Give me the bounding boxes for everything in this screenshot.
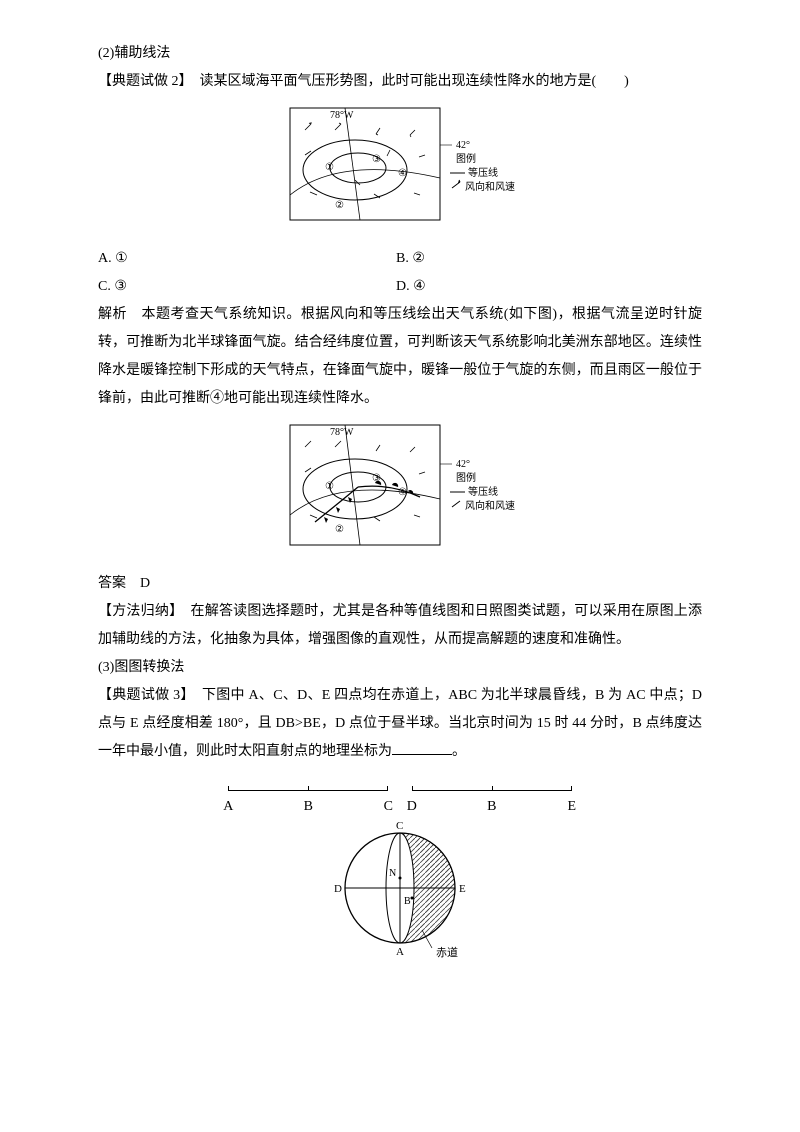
globe-d: D (334, 883, 342, 895)
fig2-pt4: ④ (398, 487, 407, 498)
analysis-para: 解析 本题考查天气系统知识。根据风向和等压线绘出天气系统(如下图)，根据气流呈逆… (98, 301, 702, 413)
blank-suffix: 。 (452, 744, 466, 759)
answer-text: D (126, 576, 150, 591)
fig2-leg-title: 图例 (456, 471, 476, 484)
example-2-label: 【典题试做 2】 (98, 74, 186, 89)
fig1-lat: 42° (456, 140, 470, 151)
example-2-prompt: 【典题试做 2】 读某区域海平面气压形势图，此时可能出现连续性降水的地方是( ) (98, 68, 702, 96)
seg2-e: E (567, 793, 576, 821)
globe-a: A (396, 946, 404, 958)
option-c: C. ③ (98, 273, 396, 301)
fig2-leg-iso: 等压线 (468, 485, 498, 498)
method-label: 【方法归纳】 (98, 604, 176, 619)
example-2-text: 读某区域海平面气压形势图，此时可能出现连续性降水的地方是( ) (186, 74, 629, 89)
fig1-pt1: ① (325, 162, 334, 173)
blank-fill (392, 741, 452, 755)
fig1-pt4: ④ (398, 168, 407, 179)
seg1-c: C (384, 793, 393, 821)
seg1-b: B (304, 793, 313, 821)
analysis-label: 解析 (98, 307, 127, 322)
globe-n: N (389, 868, 396, 879)
fig1-pt2: ② (335, 200, 344, 211)
section-heading-2: (2)辅助线法 (98, 40, 702, 68)
option-b: B. ② (396, 245, 702, 273)
seg2-d: D (407, 793, 417, 821)
fig2-pt1: ① (325, 481, 334, 492)
option-d: D. ④ (396, 273, 702, 301)
figure-2: 78°W ① ③ ④ ② 42° 图例 (280, 417, 520, 555)
method-text: 在解答读图选择题时，尤其是各种等值线图和日照图类试题，可以采用在原图上添加辅助线… (98, 604, 702, 647)
figure-1: 78°W ① ③ ④ ② 42° 图例 等压线 风向和风速 (280, 100, 520, 230)
fig2-lon: 78°W (330, 427, 354, 438)
section-heading-3: (3)图图转换法 (98, 654, 702, 682)
fig1-pt3: ③ (372, 154, 381, 165)
analysis-text: 本题考查天气系统知识。根据风向和等压线绘出天气系统(如下图)，根据气流呈逆时针旋… (98, 307, 702, 406)
fig1-lon: 78°W (330, 110, 354, 121)
answer-para: 答案 D (98, 570, 702, 598)
globe-b: B (404, 896, 411, 907)
globe-e: E (459, 883, 466, 895)
option-a: A. ① (98, 245, 396, 273)
equator-label: 赤道 (436, 945, 458, 959)
options-row-1: A. ① B. ② (98, 245, 702, 273)
fig2-leg-wind: 风向和风速 (465, 499, 515, 512)
fig1-leg-iso: 等压线 (468, 166, 498, 179)
segment-diagram: A B C D B E (98, 774, 702, 802)
fig1-leg-title: 图例 (456, 152, 476, 165)
example-3-prompt: 【典题试做 3】 下图中 A、C、D、E 四点均在赤道上，ABC 为北半球晨昏线… (98, 682, 702, 766)
figure-3-wrap: C D E A N B 赤道 (98, 818, 702, 979)
figure-1-wrap: 78°W ① ③ ④ ② 42° 图例 等压线 风向和风速 (98, 100, 702, 241)
figure-3-globe: C D E A N B 赤道 (310, 818, 490, 968)
example-3-label: 【典题试做 3】 (98, 688, 188, 703)
seg1-a: A (223, 793, 233, 821)
globe-c: C (396, 820, 403, 832)
seg2-b: B (487, 793, 496, 821)
options-row-2: C. ③ D. ④ (98, 273, 702, 301)
segment-2: D B E (412, 790, 572, 791)
fig2-pt3: ③ (372, 473, 381, 484)
segment-1: A B C (228, 790, 388, 791)
fig2-pt2: ② (335, 524, 344, 535)
method-para: 【方法归纳】 在解答读图选择题时，尤其是各种等值线图和日照图类试题，可以采用在原… (98, 598, 702, 654)
fig1-leg-wind: 风向和风速 (465, 180, 515, 193)
answer-label: 答案 (98, 576, 126, 591)
fig2-lat: 42° (456, 459, 470, 470)
figure-2-wrap: 78°W ① ③ ④ ② 42° 图例 (98, 417, 702, 566)
